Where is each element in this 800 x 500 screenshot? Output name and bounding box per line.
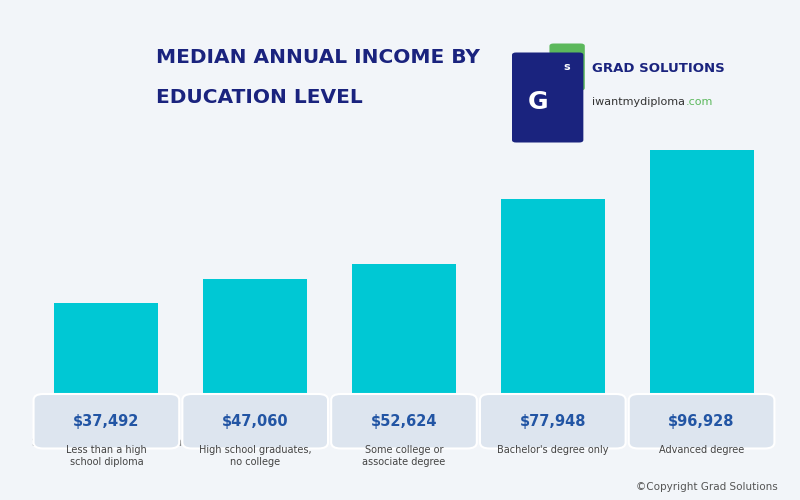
Text: MEDIAN ANNUAL INCOME BY: MEDIAN ANNUAL INCOME BY: [156, 48, 480, 67]
Text: Less than a high
school diploma: Less than a high school diploma: [66, 445, 146, 468]
Text: High school graduates,
no college: High school graduates, no college: [199, 445, 311, 468]
Text: $37,492: $37,492: [74, 414, 139, 428]
Text: Source: U.S. Bureau of Labor Statistics: Source: U.S. Bureau of Labor Statistics: [32, 436, 260, 449]
Text: .com: .com: [686, 97, 714, 107]
Text: EDUCATION LEVEL: EDUCATION LEVEL: [156, 88, 362, 107]
Text: $52,624: $52,624: [370, 414, 438, 428]
Text: Advanced degree: Advanced degree: [659, 445, 744, 455]
Text: Some college or
associate degree: Some college or associate degree: [362, 445, 446, 468]
Text: $77,948: $77,948: [519, 414, 586, 428]
Text: GRAD SOLUTIONS: GRAD SOLUTIONS: [592, 62, 724, 74]
Text: Bachelor's degree only: Bachelor's degree only: [497, 445, 609, 455]
Text: $96,928: $96,928: [668, 414, 735, 428]
Text: G: G: [527, 90, 548, 114]
Text: ©Copyright Grad Solutions: ©Copyright Grad Solutions: [636, 482, 778, 492]
Text: s: s: [564, 62, 570, 72]
Text: $47,060: $47,060: [222, 414, 289, 428]
Text: iwantmydiploma: iwantmydiploma: [592, 97, 685, 107]
